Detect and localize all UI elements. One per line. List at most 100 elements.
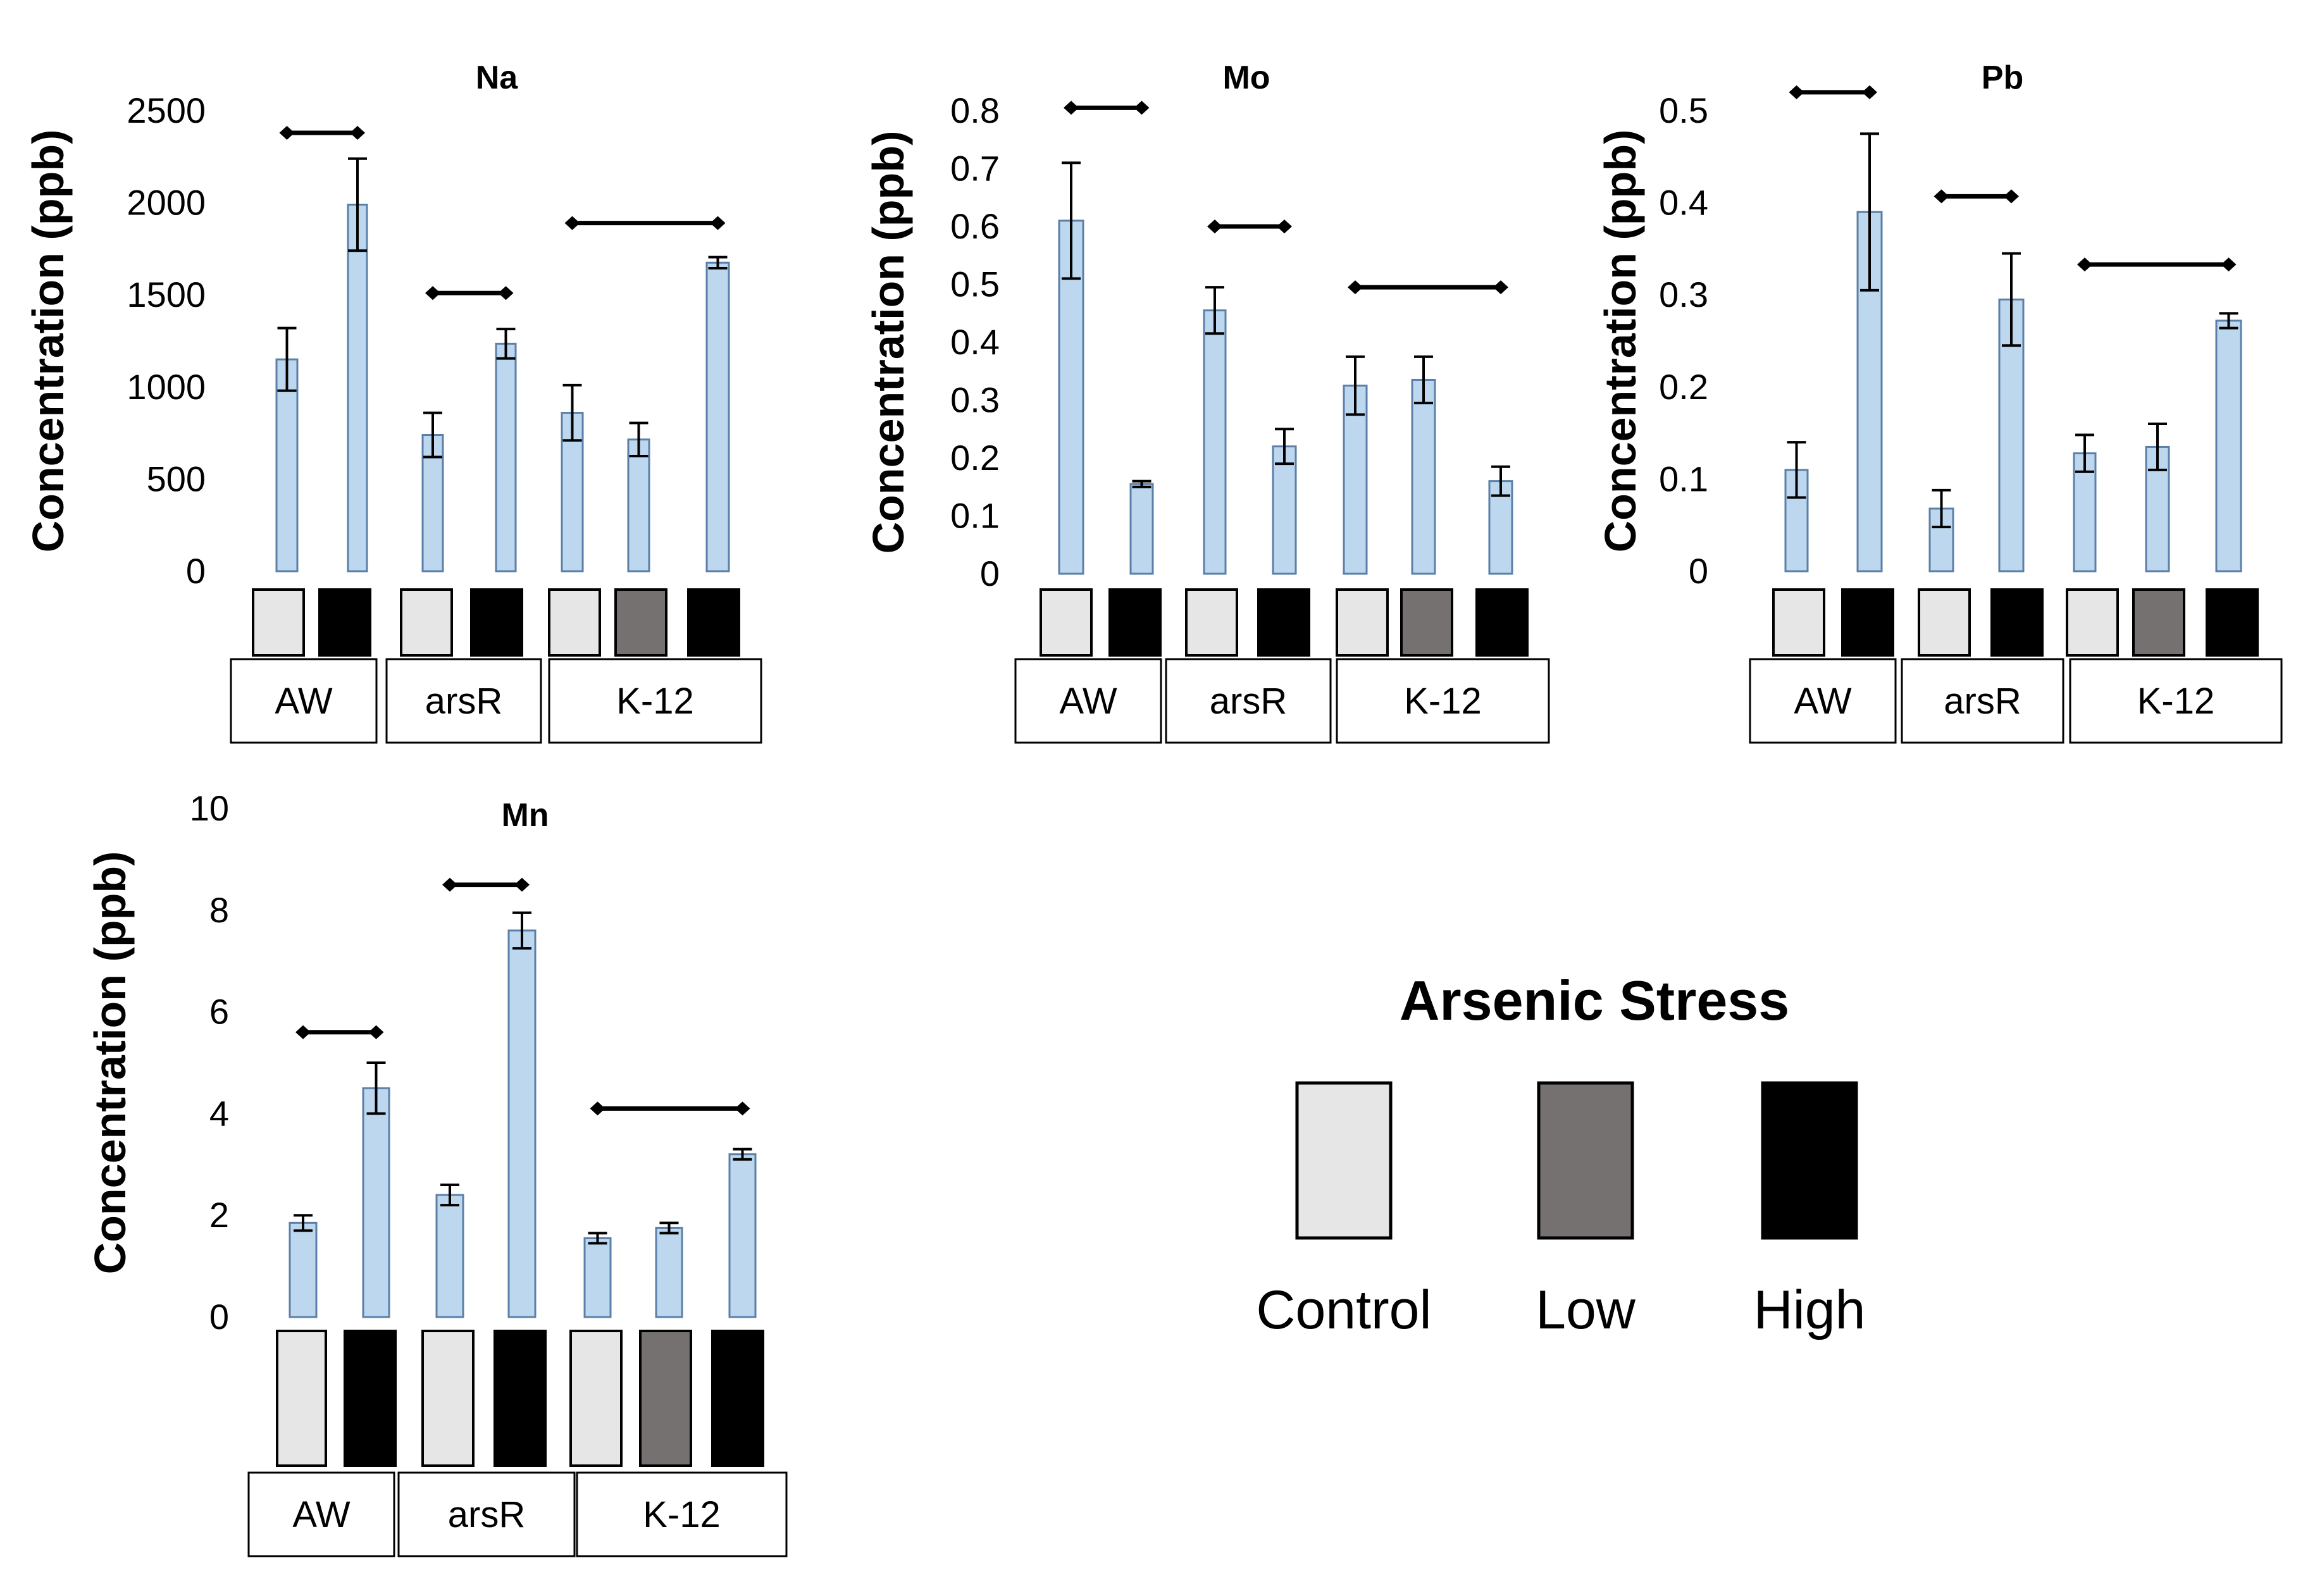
group-label: K-12 xyxy=(1404,681,1482,722)
bar xyxy=(289,1222,318,1318)
condition-swatch-control xyxy=(1336,588,1389,657)
condition-swatch-high xyxy=(1257,588,1310,657)
condition-swatch-high xyxy=(1108,588,1162,657)
legend-swatch-low xyxy=(1537,1081,1634,1240)
condition-swatch-high xyxy=(1475,588,1529,657)
condition-swatch-high xyxy=(1990,588,2044,657)
chart-na: Na Concentration (ppb) 0 500 1000 1500 2000 250… xyxy=(23,59,762,744)
group-box xyxy=(576,1471,788,1557)
y-tick-label: 10 xyxy=(190,788,229,828)
group-box xyxy=(2069,658,2283,744)
significance-bracket xyxy=(1789,85,1877,99)
significance-bracket xyxy=(1348,280,1508,295)
y-axis-label: Concentration (ppb) xyxy=(1596,130,1645,553)
bar xyxy=(362,1087,390,1318)
y-tick-label: 2500 xyxy=(127,90,206,130)
significance-bracket xyxy=(1207,220,1292,233)
significance-bracket xyxy=(1934,189,2019,204)
condition-swatch-control xyxy=(1918,588,1971,657)
y-axis-label: Concentration (ppb) xyxy=(864,131,913,554)
legend-label-high: High xyxy=(1754,1280,1866,1340)
y-tick-label: 0.8 xyxy=(950,90,1000,130)
chart-title: Pb xyxy=(1982,59,2023,96)
group-label: K-12 xyxy=(643,1494,721,1535)
group-box xyxy=(1165,658,1332,744)
group-label: K-12 xyxy=(616,681,694,722)
chart-title: Mo xyxy=(1222,59,1270,96)
condition-swatch-high xyxy=(344,1330,397,1467)
significance-bracket xyxy=(564,216,726,230)
group-label: K-12 xyxy=(2137,681,2215,722)
condition-swatch-low xyxy=(639,1330,692,1467)
bar xyxy=(495,342,517,572)
condition-swatch-control xyxy=(421,1330,475,1467)
condition-swatch-low xyxy=(1400,588,1453,657)
group-label: arsR xyxy=(1210,681,1287,722)
y-axis-label: Concentration (ppb) xyxy=(85,851,135,1275)
y-tick-label: 2000 xyxy=(127,183,206,223)
bar xyxy=(1203,309,1227,575)
condition-swatch-high xyxy=(687,588,740,657)
bar xyxy=(1272,445,1297,575)
group-label: arsR xyxy=(1944,681,2021,722)
condition-swatch-control xyxy=(569,1330,623,1467)
group-label: AW xyxy=(292,1494,351,1535)
bar xyxy=(507,929,537,1318)
group-box xyxy=(1901,658,2064,744)
y-tick-label: 0.2 xyxy=(950,438,1000,478)
chart-title: Na xyxy=(476,59,519,96)
group-label: arsR xyxy=(448,1494,525,1535)
group-box xyxy=(385,658,542,744)
group-label: AW xyxy=(1059,681,1117,722)
y-axis-label: Concentration (ppb) xyxy=(23,130,73,553)
legend-title: Arsenic Stress xyxy=(1400,969,1789,1032)
significance-bracket xyxy=(2077,257,2237,272)
y-tick-label: 0.5 xyxy=(950,264,1000,304)
y-tick-label: 1000 xyxy=(127,367,206,407)
chart-title: Mn xyxy=(501,797,549,834)
group-label: AW xyxy=(1794,681,1852,722)
y-tick-label: 0.7 xyxy=(950,149,1000,189)
bar xyxy=(435,1194,464,1318)
condition-swatch-control xyxy=(548,588,601,657)
condition-swatch-control xyxy=(400,588,453,657)
y-tick-label: 0.1 xyxy=(1659,459,1708,498)
significance-bracket xyxy=(295,1025,384,1039)
y-tick-label: 2 xyxy=(209,1195,229,1235)
group-box xyxy=(1749,658,1897,744)
y-tick-label: 4 xyxy=(209,1093,229,1133)
y-tick-label: 0.4 xyxy=(950,322,1000,362)
condition-swatch-control xyxy=(1040,588,1093,657)
group-box xyxy=(1336,658,1550,744)
group-box xyxy=(397,1471,576,1557)
bar xyxy=(347,204,368,572)
condition-swatch-high xyxy=(470,588,523,657)
y-tick-label: 0 xyxy=(1689,551,1708,591)
condition-swatch-control xyxy=(1185,588,1238,657)
group-box xyxy=(247,1471,395,1557)
bar xyxy=(2215,319,2242,572)
y-tick-label: 0.2 xyxy=(1659,367,1708,407)
significance-bracket xyxy=(590,1101,750,1116)
y-tick-label: 8 xyxy=(209,890,229,930)
condition-swatch-control xyxy=(1772,588,1825,657)
bar xyxy=(583,1237,612,1318)
group-label: arsR xyxy=(425,681,502,722)
y-tick-label: 0 xyxy=(980,554,1000,593)
bar xyxy=(1411,378,1436,575)
y-tick-label: 0 xyxy=(186,551,206,591)
chart-pb: Pb Concentration (ppb) 0 0.1 0.2 0.3 0.4 0.5 AW a… xyxy=(1596,59,2283,744)
legend: Arsenic Stress Control Low High xyxy=(1256,969,1865,1340)
condition-swatch-low xyxy=(614,588,667,657)
significance-bracket xyxy=(1064,101,1150,115)
bar xyxy=(728,1153,757,1318)
condition-swatch-high xyxy=(318,588,371,657)
condition-swatch-control xyxy=(276,1330,327,1467)
bar xyxy=(655,1227,683,1318)
y-tick-label: 0.3 xyxy=(950,380,1000,420)
bar xyxy=(275,358,299,572)
legend-swatch-control xyxy=(1295,1081,1393,1240)
condition-swatch-high xyxy=(2206,588,2259,657)
y-tick-label: 0.5 xyxy=(1659,90,1708,130)
